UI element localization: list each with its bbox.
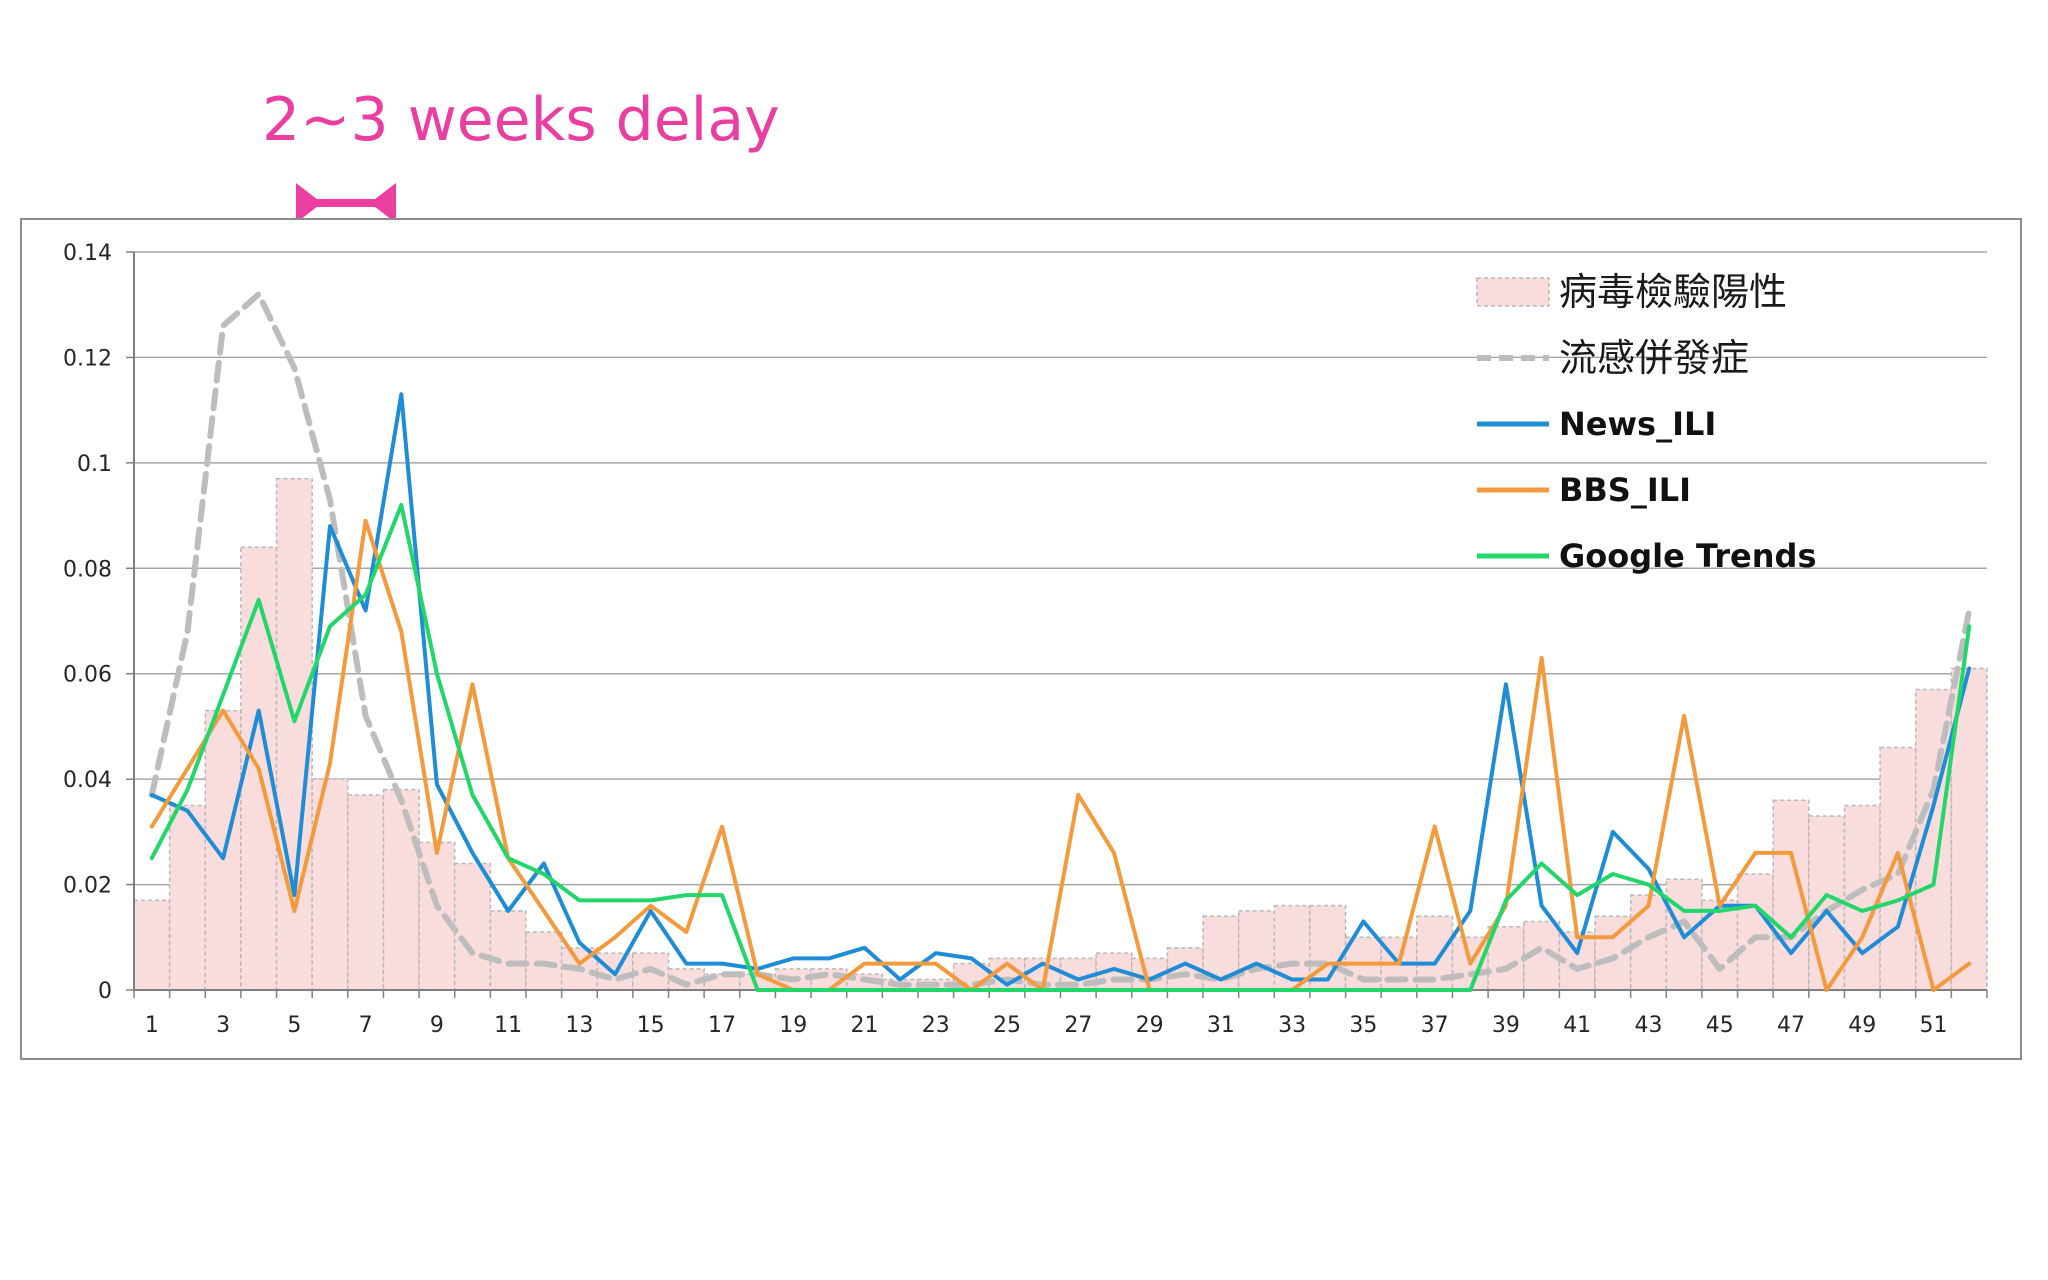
bar: [1736, 873, 1774, 991]
x-tick-label: 21: [851, 1013, 879, 1038]
x-tick-label: 15: [637, 1013, 665, 1038]
x-tick-label: 25: [993, 1013, 1021, 1038]
x-tick-label: 33: [1278, 1013, 1306, 1038]
legend-label: Google Trends: [1559, 537, 1816, 575]
x-tick-label: 5: [287, 1013, 301, 1038]
series-line-news-ili: [149, 392, 1972, 987]
x-tick-label: 31: [1207, 1013, 1235, 1038]
y-tick-label: 0.08: [63, 557, 112, 582]
x-tick-label: 27: [1064, 1013, 1092, 1038]
x-tick-label: 9: [430, 1013, 444, 1038]
bar: [1237, 910, 1276, 991]
y-tick-label: 0.06: [63, 663, 112, 688]
bar: [1487, 925, 1525, 991]
x-tick-label: 51: [1920, 1013, 1948, 1038]
bar: [275, 477, 313, 991]
x-tick-label: 49: [1848, 1013, 1876, 1038]
y-tick-label: 0.14: [63, 241, 112, 266]
chart: 00.020.040.060.080.10.120.141 3 5 7 9 11 13 15 1…: [63, 241, 1988, 1038]
series-line--: [148, 291, 1973, 988]
x-tick-label: 37: [1421, 1013, 1449, 1038]
x-tick-label: 35: [1349, 1013, 1377, 1038]
x-tick-label: 19: [779, 1013, 807, 1038]
legend-label: 流感併發症: [1559, 336, 1749, 380]
x-tick-label: 1: [145, 1013, 159, 1038]
bar: [453, 862, 492, 991]
x-tick-label: 43: [1634, 1013, 1662, 1038]
legend-label: 病毒檢驗陽性: [1559, 270, 1787, 314]
x-tick-label: 7: [359, 1013, 373, 1038]
bar: [168, 804, 207, 991]
x-tick-label: 11: [494, 1013, 522, 1038]
bar: [489, 910, 527, 991]
y-tick-label: 0.04: [63, 768, 112, 793]
x-tick-label: 17: [708, 1013, 736, 1038]
bar: [667, 968, 705, 991]
legend-label: BBS_ILI: [1559, 471, 1691, 509]
x-tick-label: 23: [922, 1013, 950, 1038]
series-line-bbs-ili: [149, 518, 1972, 992]
series-lines: [148, 291, 1973, 992]
legend-label: News_ILI: [1559, 405, 1716, 443]
y-tick-label: 0: [98, 979, 112, 1004]
x-tick-label: 45: [1706, 1013, 1734, 1038]
x-tick-label: 39: [1492, 1013, 1520, 1038]
y-tick-label: 0.12: [63, 346, 112, 371]
x-tick-label: 47: [1777, 1013, 1805, 1038]
bar: [347, 794, 385, 991]
x-tick-label: 29: [1136, 1013, 1164, 1038]
bar: [1701, 899, 1739, 991]
x-tick-label: 13: [565, 1013, 593, 1038]
bar: [133, 899, 171, 991]
series-line-google-trends: [149, 503, 1972, 992]
y-tick-label: 0.02: [63, 874, 112, 899]
chart-frame: 0 0.02 0.04 0.06 0.08 0.1 0.12 0.14 1 3 5 7 9 11 13 15 1…: [20, 218, 2022, 1060]
y-tick-label: 0.1: [77, 452, 112, 477]
delay-annotation-label: 2~3 weeks delay: [262, 85, 780, 155]
double-arrow-icon: [296, 183, 396, 223]
x-tick-label: 3: [216, 1013, 230, 1038]
bar: [382, 788, 420, 991]
legend-swatch: [1476, 277, 1550, 307]
x-tick-label: 41: [1563, 1013, 1591, 1038]
tick-labels: 00.020.040.060.080.10.120.141 3 5 7 9 11 13 15 1…: [63, 241, 1948, 1038]
